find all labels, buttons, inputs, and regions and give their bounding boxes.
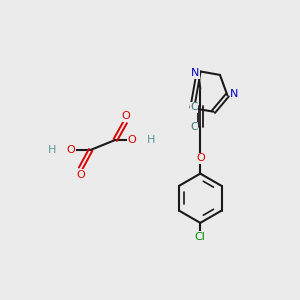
Text: H: H — [48, 145, 56, 155]
Text: O: O — [66, 145, 75, 155]
Text: O: O — [121, 111, 130, 121]
Text: C: C — [190, 122, 198, 132]
Text: Cl: Cl — [195, 232, 206, 242]
Text: O: O — [196, 153, 205, 163]
Text: N: N — [191, 68, 199, 79]
Text: H: H — [147, 135, 156, 145]
Text: O: O — [128, 135, 136, 145]
Text: C: C — [190, 102, 198, 112]
Text: N: N — [230, 89, 238, 99]
Text: O: O — [76, 169, 85, 180]
